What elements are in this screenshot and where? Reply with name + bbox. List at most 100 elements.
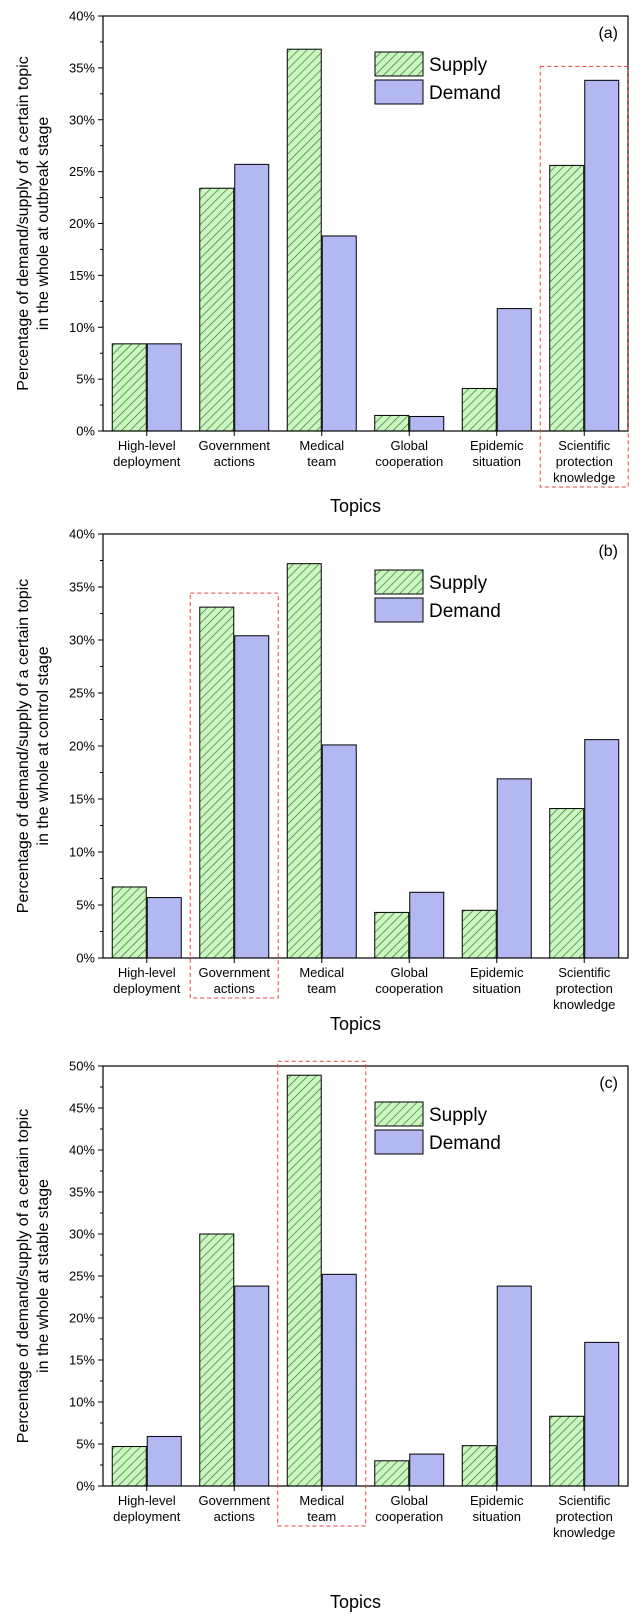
x-tick-label: situation (473, 1509, 521, 1524)
x-tick-label: cooperation (375, 1509, 443, 1524)
bar-demand (409, 1453, 445, 1487)
x-tick-label: High-level (118, 965, 176, 980)
x-tick-label: situation (473, 454, 521, 469)
legend-swatch-supply (374, 569, 424, 595)
highlight-box (277, 1060, 367, 1527)
y-axis-label: in the whole at control stage (35, 646, 52, 845)
x-tick-label: Scientific (558, 965, 611, 980)
x-tick-label: Scientific (558, 438, 611, 453)
y-tick-label: 40% (69, 9, 95, 24)
x-tick-label: team (307, 1509, 336, 1524)
legend-swatch-supply (374, 1101, 424, 1127)
y-tick-label: 45% (69, 1101, 95, 1116)
x-tick-label: team (307, 981, 336, 996)
x-axis-label: Topics (330, 496, 381, 516)
legend-label-demand: Demand (429, 83, 501, 104)
legend-swatch-supply (374, 51, 424, 77)
highlight-box (539, 65, 629, 488)
y-tick-label: 0% (76, 1479, 95, 1494)
x-tick-label: cooperation (375, 454, 443, 469)
bar-supply (199, 606, 235, 959)
y-tick-label: 25% (69, 1269, 95, 1284)
x-tick-label: Government (198, 965, 270, 980)
y-tick-label: 20% (69, 739, 95, 754)
x-tick-label: protection (556, 1509, 613, 1524)
bar-supply (374, 414, 410, 432)
y-tick-label: 35% (69, 580, 95, 595)
x-tick-label: High-level (118, 1493, 176, 1508)
y-axis-label: Percentage of demand/supply of a certain… (15, 1109, 32, 1443)
x-tick-label: actions (214, 981, 256, 996)
chart-panel-1: 0% 5% 10% 15% 20% 25% 30% 35% 40% High-leveldeplo… (15, 9, 629, 516)
bar-demand (234, 635, 270, 959)
x-tick-label: knowledge (553, 1525, 615, 1540)
bar-demand (321, 235, 357, 432)
bar-supply (286, 1074, 322, 1487)
y-tick-label: 10% (69, 1395, 95, 1410)
bar-supply (111, 343, 147, 432)
bar-demand (146, 343, 182, 432)
y-tick-label: 20% (69, 1311, 95, 1326)
legend-label-demand: Demand (429, 601, 501, 622)
y-tick-label: 5% (76, 372, 95, 387)
y-tick-label: 10% (69, 845, 95, 860)
y-axis-label: Percentage of demand/supply of a certain… (15, 56, 32, 390)
y-tick-label: 5% (76, 898, 95, 913)
x-tick-label: Epidemic (470, 965, 524, 980)
bar-supply (286, 48, 322, 432)
x-tick-label: knowledge (553, 470, 615, 485)
y-tick-label: 40% (69, 1143, 95, 1158)
x-tick-label: Scientific (558, 1493, 611, 1508)
x-tick-label: Global (390, 1493, 428, 1508)
bar-demand (146, 1435, 182, 1487)
bar-demand (234, 163, 270, 432)
x-tick-label: deployment (113, 454, 181, 469)
x-tick-label: Epidemic (470, 1493, 524, 1508)
y-tick-label: 30% (69, 633, 95, 648)
bar-supply (461, 1445, 497, 1487)
y-tick-label: 30% (69, 1227, 95, 1242)
bar-supply (199, 1233, 235, 1487)
y-tick-label: 25% (69, 164, 95, 179)
y-tick-label: 30% (69, 112, 95, 127)
x-axis-label: Topics (330, 1014, 381, 1034)
chart-panel-2: 0% 5% 10% 15% 20% 25% 30% 35% 40% High-leveldeplo… (15, 527, 629, 1034)
x-tick-label: knowledge (553, 997, 615, 1012)
x-tick-label: High-level (118, 438, 176, 453)
y-tick-label: 5% (76, 1437, 95, 1452)
bar-demand (496, 308, 532, 432)
y-axis-label: Percentage of demand/supply of a certain… (15, 579, 32, 913)
y-tick-label: 0% (76, 424, 95, 439)
bar-demand (234, 1285, 270, 1487)
legend: Supply Demand (374, 1101, 501, 1155)
y-tick-label: 15% (69, 792, 95, 807)
bar-supply (111, 886, 147, 959)
y-tick-label: 35% (69, 60, 95, 75)
x-tick-label: situation (473, 981, 521, 996)
bar-demand (409, 415, 445, 432)
bar-demand (321, 744, 357, 959)
x-tick-label: protection (556, 981, 613, 996)
bar-demand (321, 1273, 357, 1487)
x-tick-label: Global (390, 438, 428, 453)
legend-label-supply: Supply (429, 573, 488, 594)
x-tick-label: Medical (299, 965, 344, 980)
bar-demand (584, 739, 620, 959)
bar-supply (111, 1446, 147, 1487)
x-tick-label: Medical (299, 438, 344, 453)
legend: Supply Demand (374, 51, 501, 105)
x-tick-label: cooperation (375, 981, 443, 996)
x-tick-label: actions (214, 1509, 256, 1524)
legend-label-supply: Supply (429, 1105, 488, 1126)
bar-supply (374, 1460, 410, 1487)
highlight-box (189, 592, 279, 999)
panel-label: (c) (599, 1075, 618, 1092)
legend-swatch-demand (374, 1129, 424, 1155)
bar-supply (461, 387, 497, 432)
bar-demand (584, 79, 620, 432)
x-tick-label: Global (390, 965, 428, 980)
y-tick-label: 20% (69, 216, 95, 231)
bar-supply (461, 909, 497, 959)
x-tick-label: team (307, 454, 336, 469)
